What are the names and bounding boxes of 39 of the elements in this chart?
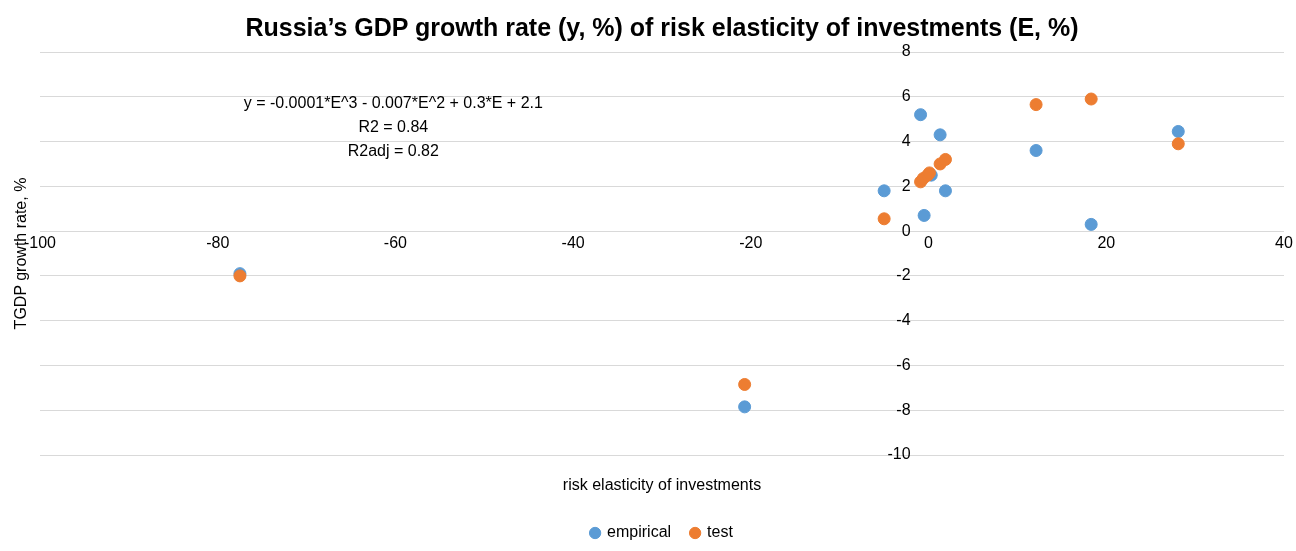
point [917, 208, 931, 222]
point [877, 184, 891, 198]
annotation: R2adj = 0.82 [347, 142, 439, 160]
x-tick-label: -80 [206, 234, 230, 252]
point [1084, 217, 1098, 231]
point [1029, 98, 1043, 112]
point [1171, 124, 1185, 138]
point [738, 377, 752, 391]
annotation: y = -0.0001*E^3 - 0.007*E^2 + 0.3*E + 2.1 [243, 94, 544, 112]
y-tick-label: -8 [896, 400, 911, 418]
x-axis-title: risk elasticity of investments [562, 476, 762, 494]
y-tick-label: 2 [901, 176, 911, 194]
y-tick-label: 4 [901, 131, 911, 149]
point [738, 400, 752, 414]
y-tick-label: -6 [896, 355, 911, 373]
point [1029, 144, 1043, 158]
point [1084, 92, 1098, 106]
y-tick-label: 8 [901, 42, 911, 60]
point [877, 212, 891, 226]
chart-title: Russia’s GDP growth rate (y, %) of risk elasticity of investments (E, %) [245, 12, 1079, 41]
legend-label: test [707, 523, 734, 541]
x-tick-label: 40 [1275, 234, 1293, 252]
point [933, 128, 947, 142]
point [938, 184, 952, 198]
y-tick-label: 0 [901, 221, 911, 239]
annotation: R2 = 0.84 [358, 118, 429, 136]
x-tick-label: 0 [924, 234, 934, 252]
x-tick-label: -40 [561, 234, 585, 252]
x-tick-label: 20 [1097, 234, 1116, 252]
point [938, 152, 952, 166]
point [914, 108, 928, 122]
y-tick-label: 6 [901, 87, 911, 105]
point [1171, 137, 1185, 151]
y-tick-label: -2 [896, 266, 911, 284]
x-tick-label: -60 [383, 234, 408, 252]
x-tick-label: -20 [739, 234, 763, 252]
y-tick-label: -4 [896, 311, 911, 329]
legend-label: empirical [607, 523, 672, 541]
y-tick-label: -10 [887, 445, 911, 463]
